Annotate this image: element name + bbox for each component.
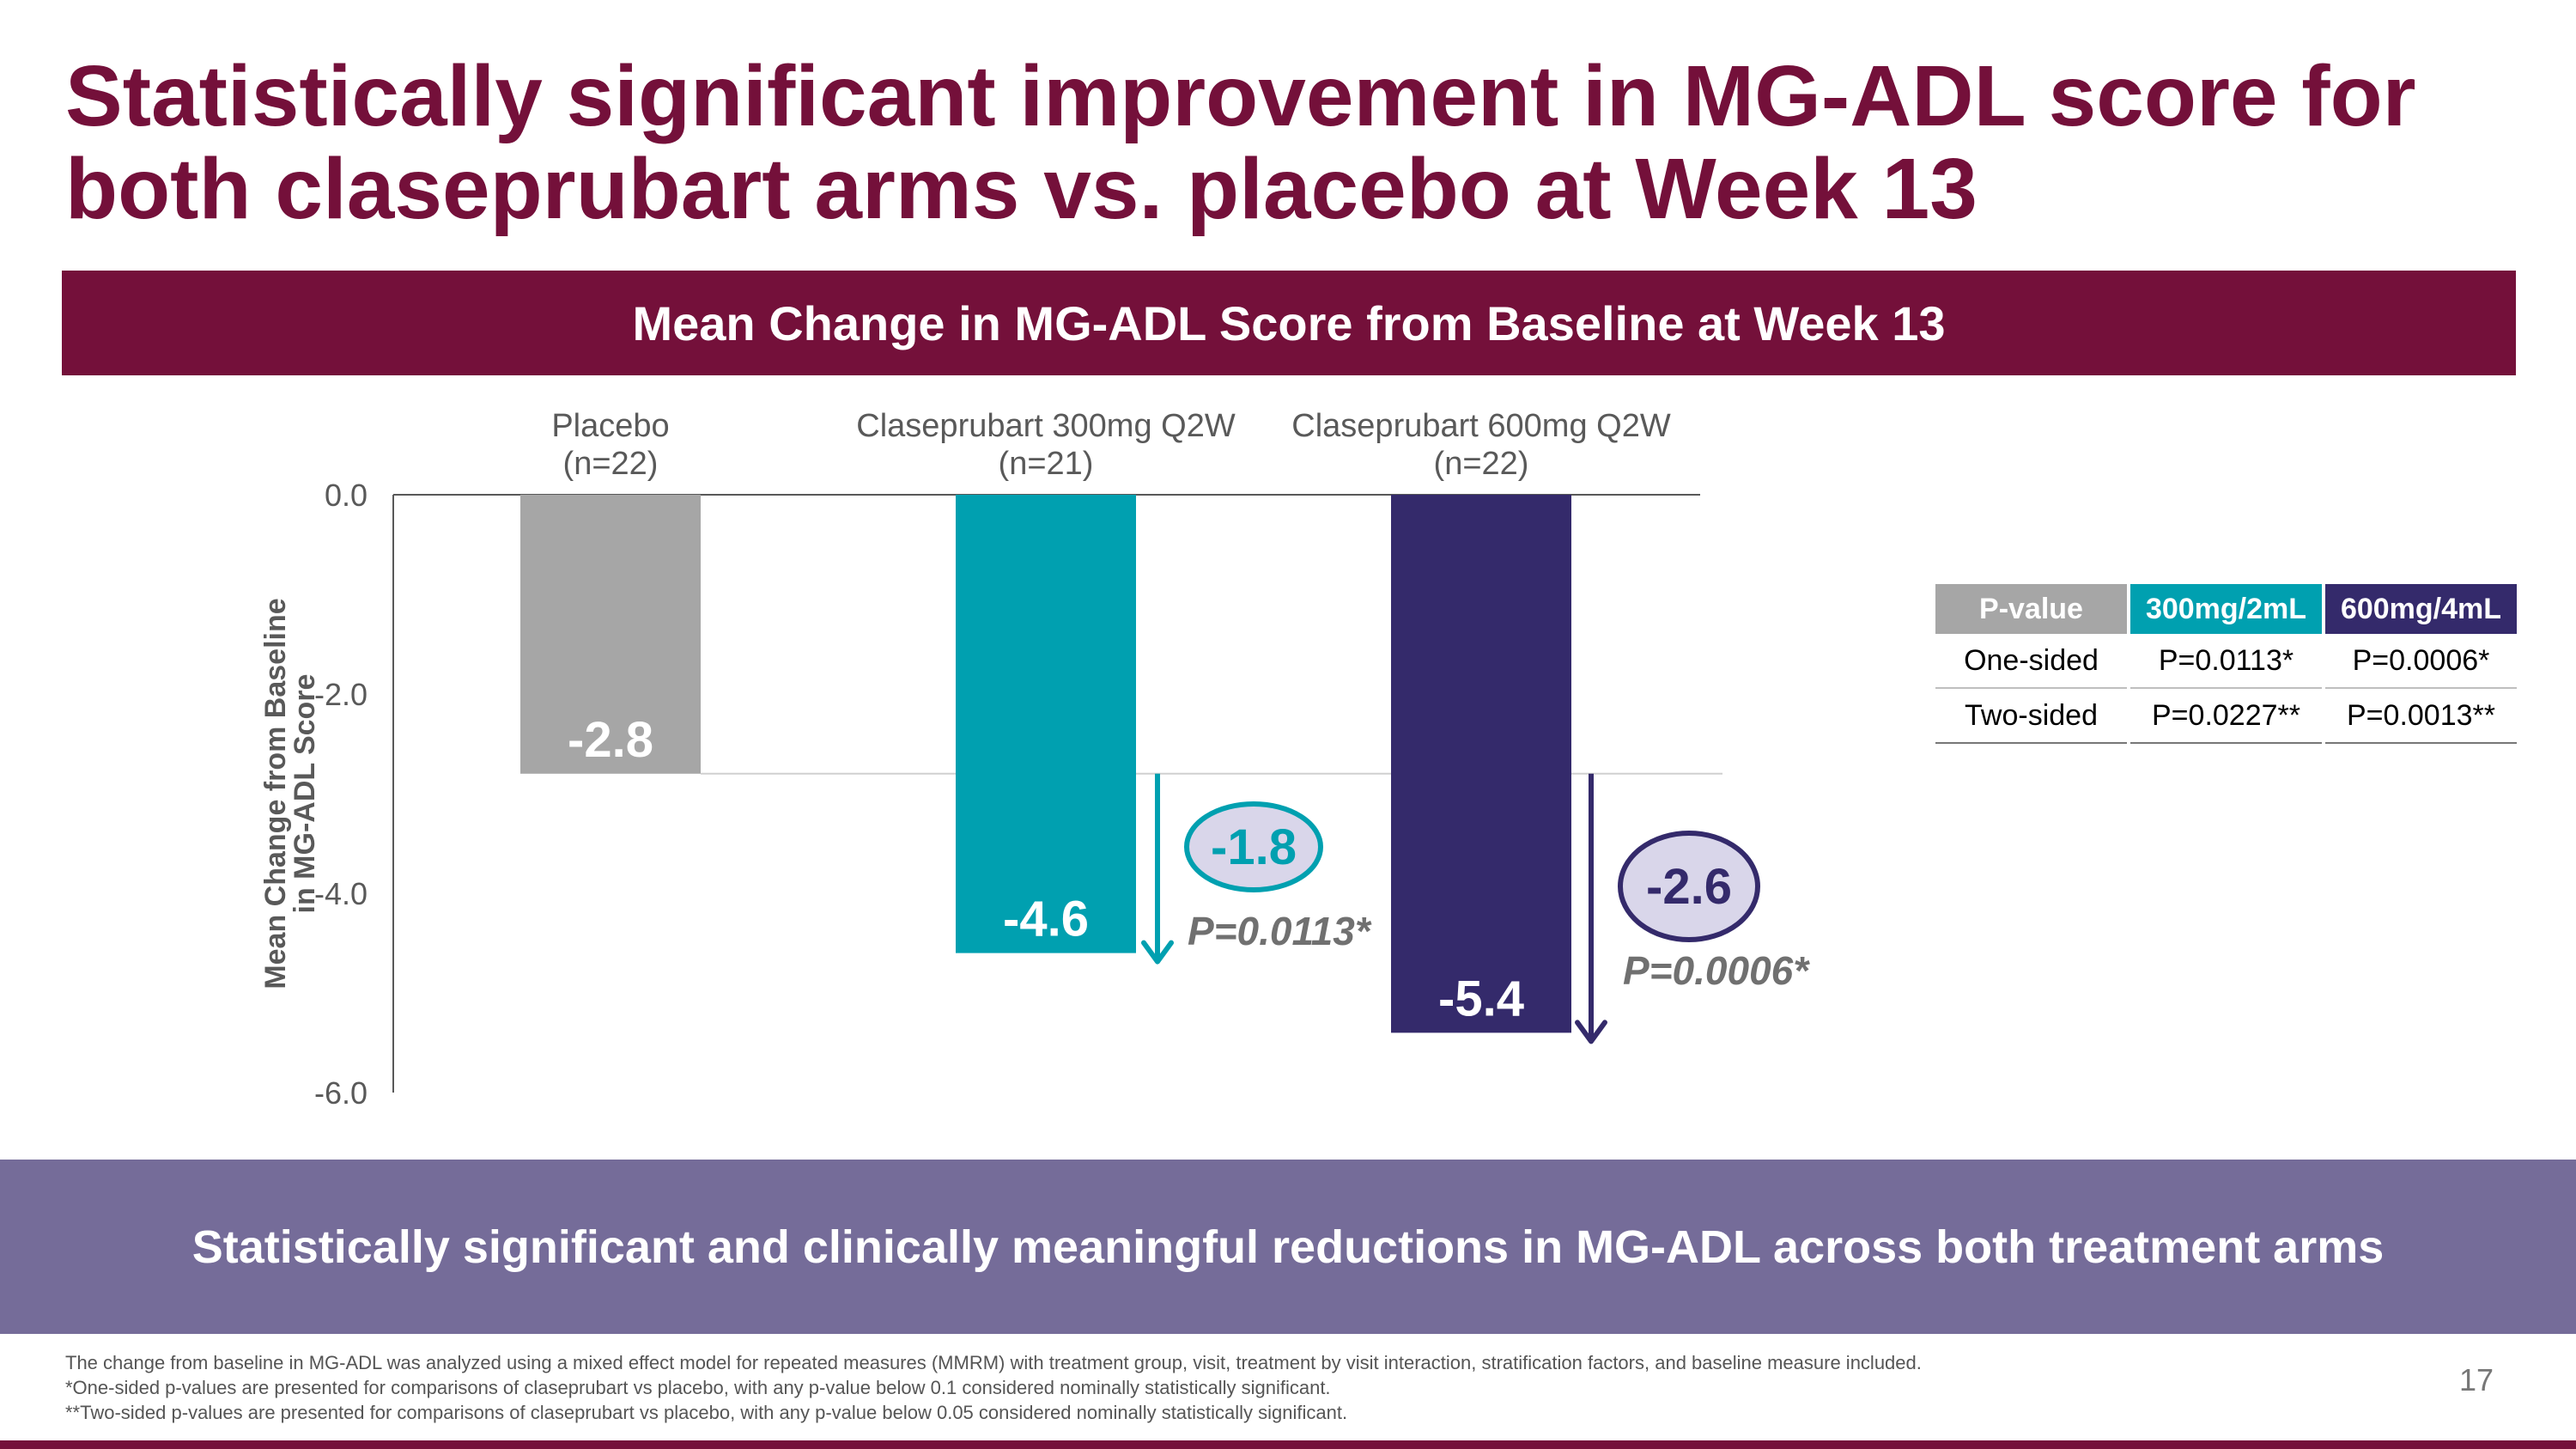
dose-300-header: 300mg/2mL: [2130, 584, 2322, 634]
footnote-method: The change from baseline in MG-ADL was a…: [65, 1352, 1922, 1373]
page-title: Statistically significant improvement in…: [65, 50, 2538, 235]
difference-bubble: [1184, 801, 1323, 892]
page-title-line-2: both claseprubart arms vs. placebo at We…: [65, 141, 1978, 237]
y-axis-label-line-2: in MG-ADL Score: [289, 674, 321, 914]
y-tick-label: 0.0: [325, 478, 368, 513]
table-row: One-sided P=0.0113* P=0.0006*: [1935, 634, 2517, 689]
p-value-annotation: P=0.0113*: [1188, 909, 1372, 953]
bar-chart: 0.0 -2.0 -4.0 -6.0 Mean Change from Baseline…: [259, 408, 1810, 1111]
p-value-table: P-value 300mg/2mL 600mg/4mL One-sided P=…: [1932, 584, 2520, 744]
footnote-one-sided: *One-sided p-values are presented for co…: [65, 1377, 1331, 1398]
page-title-line-1: Statistically significant improvement in…: [65, 48, 2416, 144]
y-tick-label: -6.0: [314, 1075, 368, 1111]
bar-value-label: -4.6: [1003, 892, 1089, 947]
two-sided-600-value: P=0.0013**: [2325, 689, 2517, 744]
difference-arrow-head: [1141, 940, 1174, 965]
y-axis-label-line-1: Mean Change from Baseline: [259, 598, 292, 989]
category-label: Claseprubart 600mg Q2W: [1291, 408, 1671, 444]
category-n-label: (n=22): [1434, 446, 1529, 482]
one-sided-300-value: P=0.0113*: [2130, 634, 2322, 689]
difference-label: -2.6: [1646, 859, 1732, 915]
row-label-one-sided: One-sided: [1935, 634, 2127, 689]
footnotes: The change from baseline in MG-ADL was a…: [65, 1350, 2384, 1425]
bar-value-label: -5.4: [1438, 971, 1524, 1026]
y-tick-label: -2.0: [314, 677, 368, 712]
bar-value-label: -2.8: [568, 712, 653, 768]
p-value-table-header-row: P-value 300mg/2mL 600mg/4mL: [1935, 584, 2517, 634]
category-n-label: (n=22): [563, 446, 659, 482]
two-sided-300-value: P=0.0227**: [2130, 689, 2322, 744]
p-value-annotation: P=0.0006*: [1623, 948, 1810, 993]
footnote-two-sided: **Two-sided p-values are presented for c…: [65, 1402, 1348, 1423]
difference-bubble: [1618, 831, 1760, 942]
difference-arrow-head: [1575, 1020, 1607, 1044]
difference-label: -1.8: [1211, 819, 1297, 875]
category-label: Placebo: [551, 408, 669, 444]
bar-1: [520, 495, 701, 774]
category-n-label: (n=21): [999, 446, 1094, 482]
chart-title-banner: Mean Change in MG-ADL Score from Baselin…: [62, 271, 2516, 375]
page-number: 17: [2458, 1362, 2494, 1397]
bar-2: [956, 495, 1136, 953]
dose-600-header: 600mg/4mL: [2325, 584, 2517, 634]
p-value-header: P-value: [1935, 584, 2127, 634]
one-sided-600-value: P=0.0006*: [2325, 634, 2517, 689]
table-row: Two-sided P=0.0227** P=0.0013**: [1935, 689, 2517, 744]
category-label: Claseprubart 300mg Q2W: [856, 408, 1236, 444]
bottom-accent-bar: [0, 1440, 2576, 1449]
conclusion-banner: Statistically significant and clinically…: [0, 1160, 2576, 1334]
bar-3: [1391, 495, 1571, 1033]
row-label-two-sided: Two-sided: [1935, 689, 2127, 744]
y-tick-label: -4.0: [314, 876, 368, 911]
